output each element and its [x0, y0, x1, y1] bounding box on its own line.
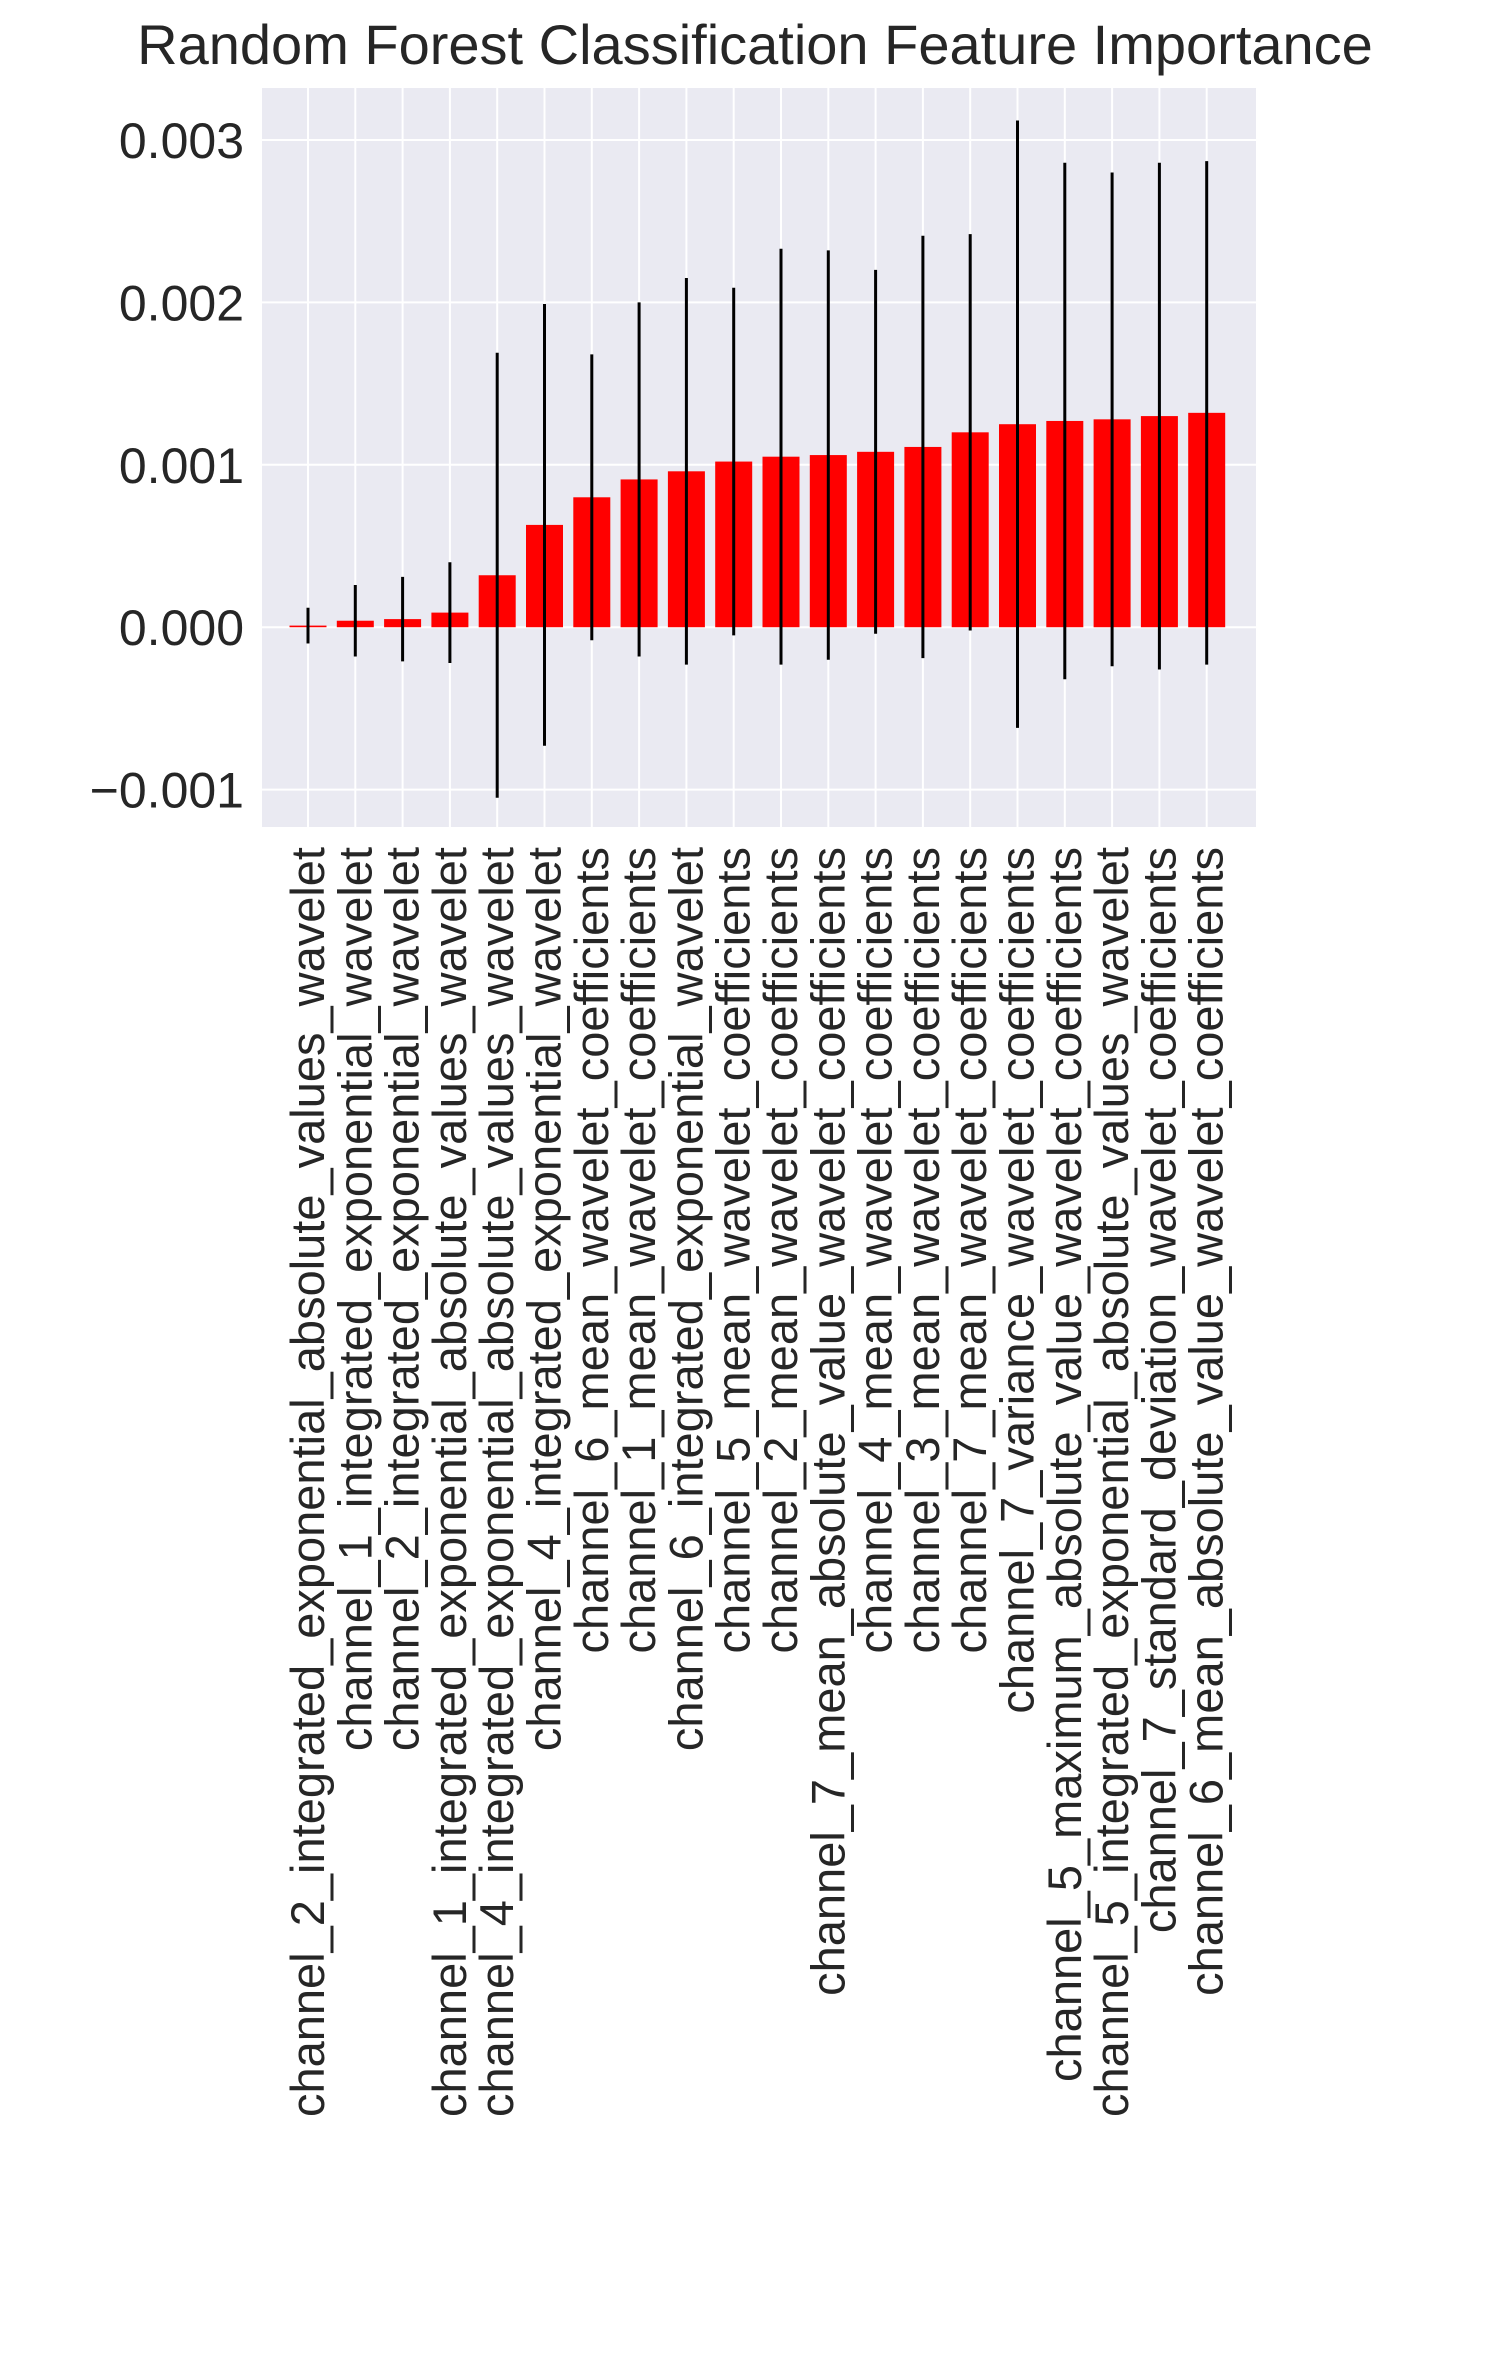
- x-tick-label: channel_7_mean_absolute_value_wavelet_co…: [801, 847, 854, 1996]
- x-tick-label: channel_5_mean_wavelet_coefficients: [707, 847, 760, 1654]
- y-tick-label: 0.000: [119, 600, 244, 656]
- y-tick-label: 0.003: [119, 113, 244, 169]
- x-tick-label: channel_7_variance_wavelet_coefficients: [991, 847, 1044, 1714]
- y-tick-label: 0.001: [119, 438, 244, 494]
- plot-area: [262, 88, 1256, 827]
- y-tick-label: 0.002: [119, 275, 244, 331]
- x-tick-label: channel_1_mean_wavelet_coefficients: [612, 847, 665, 1654]
- x-tick-label: channel_3_mean_wavelet_coefficients: [896, 847, 949, 1654]
- y-axis: −0.001 0.000 0.001 0.002 0.003: [90, 113, 244, 819]
- x-tick-label: channel_4_integrated_exponential_absolut…: [470, 847, 523, 2117]
- x-tick-label: channel_2_integrated_exponential_wavelet: [376, 847, 429, 1751]
- y-tick-label: −0.001: [90, 763, 244, 819]
- x-tick-label: channel_1_integrated_exponential_wavelet: [328, 847, 381, 1751]
- x-tick-label: channel_2_integrated_exponential_absolut…: [281, 847, 334, 2117]
- plot-background: [262, 88, 1256, 827]
- x-axis: channel_2_integrated_exponential_absolut…: [281, 847, 1233, 2117]
- chart-title: Random Forest Classification Feature Imp…: [137, 13, 1373, 76]
- x-tick-label: channel_1_integrated_exponential_absolut…: [423, 847, 476, 2117]
- x-tick-label: channel_6_integrated_exponential_wavelet: [659, 847, 712, 1751]
- x-tick-label: channel_4_integrated_exponential_wavelet: [518, 847, 571, 1751]
- x-tick-label: channel_2_mean_wavelet_coefficients: [754, 847, 807, 1654]
- x-tick-label: channel_7_mean_wavelet_coefficients: [943, 847, 996, 1654]
- x-tick-label: channel_5_maximum_absolute_value_wavelet…: [1038, 847, 1091, 2082]
- x-tick-label: channel_5_integrated_exponential_absolut…: [1085, 847, 1138, 2117]
- x-tick-label: channel_4_mean_wavelet_coefficients: [849, 847, 902, 1654]
- x-tick-label: channel_6_mean_absolute_value_wavelet_co…: [1180, 847, 1233, 1996]
- x-tick-label: channel_7_standard_deviation_wavelet_coe…: [1132, 847, 1185, 1933]
- x-tick-label: channel_6_mean_wavelet_coefficients: [565, 847, 618, 1654]
